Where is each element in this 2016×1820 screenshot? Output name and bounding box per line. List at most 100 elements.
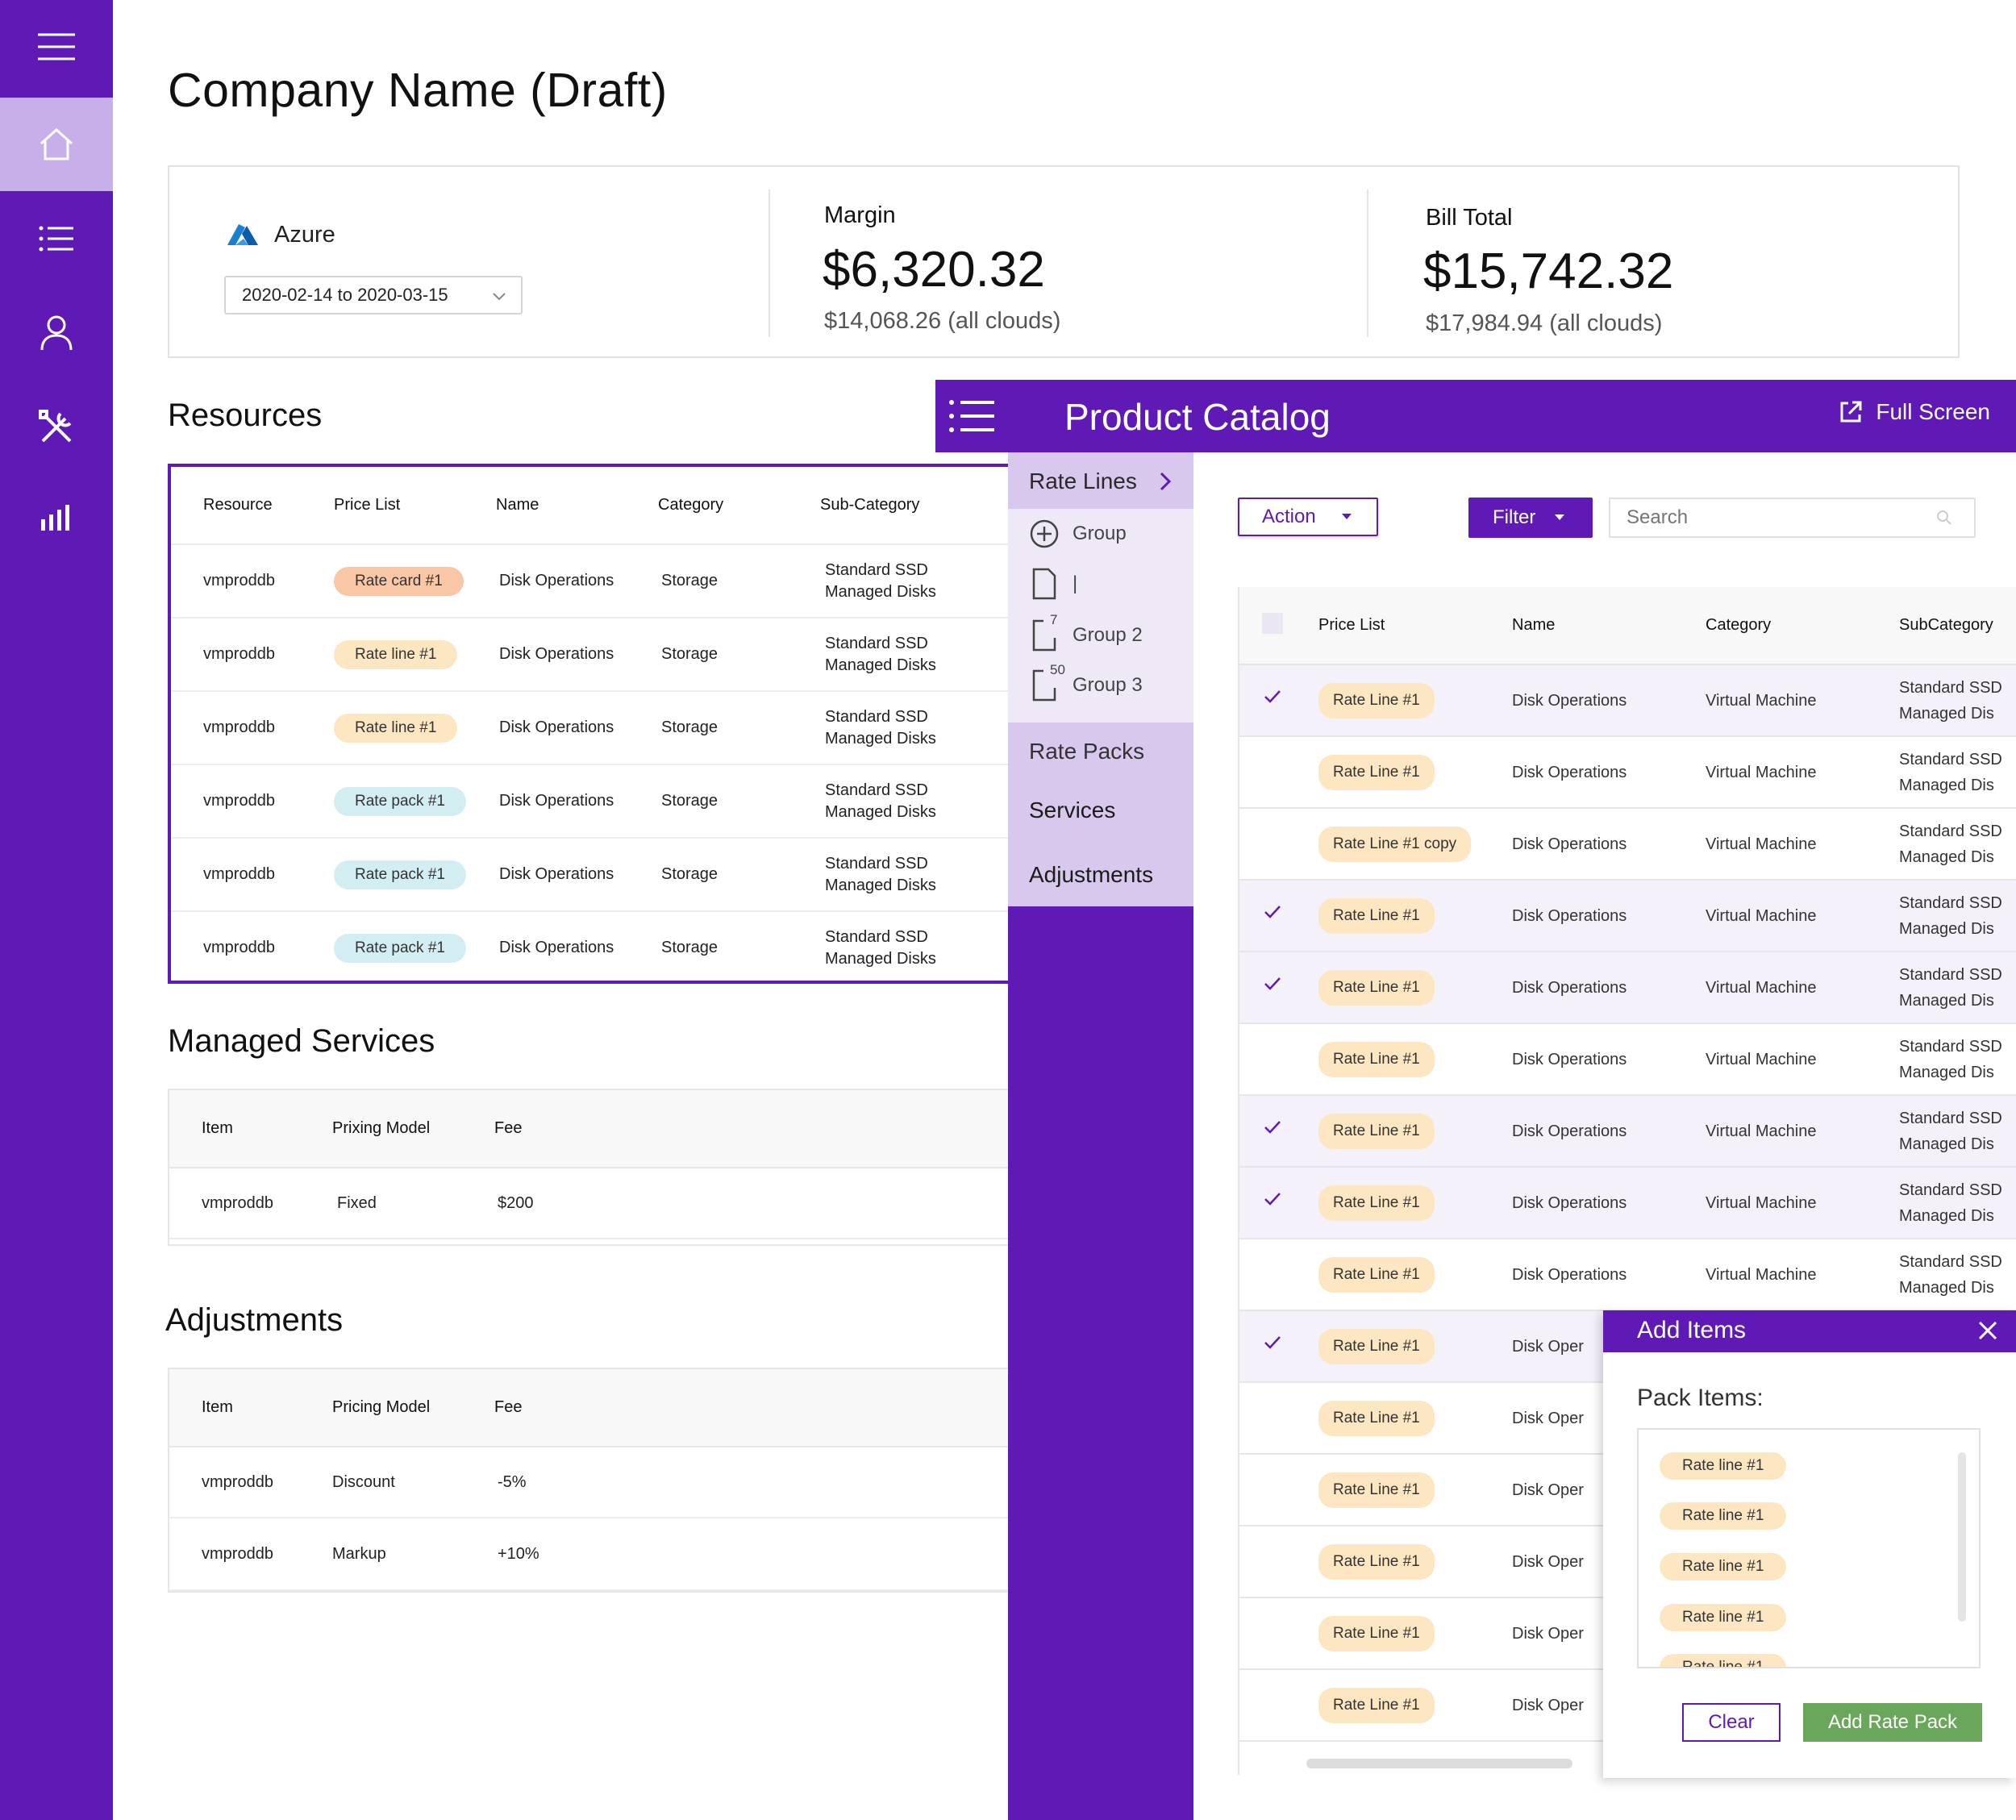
row-checkbox[interactable] xyxy=(1262,1260,1283,1281)
checkmark-icon[interactable] xyxy=(1262,973,1283,994)
group-item[interactable]: Group xyxy=(1029,519,1127,549)
group-item[interactable]: | xyxy=(1029,567,1077,601)
nav-rate-packs[interactable]: Rate Packs xyxy=(1029,739,1145,764)
rail-analytics-button[interactable] xyxy=(0,470,113,564)
close-icon[interactable] xyxy=(1977,1320,1998,1341)
subcategory-line: Managed Dis xyxy=(1899,1278,1994,1297)
price-list-pill[interactable]: Rate Line #1 xyxy=(1318,754,1435,790)
column-header[interactable]: Category xyxy=(658,467,820,545)
checkmark-icon[interactable] xyxy=(1262,902,1283,922)
column-header[interactable]: Sub-Category xyxy=(820,467,1008,545)
rail-list-button[interactable] xyxy=(0,192,113,285)
checkmark-icon[interactable] xyxy=(1262,686,1283,707)
filter-dropdown[interactable]: Filter xyxy=(1468,498,1593,538)
price-list-cell: Rate Line #1 xyxy=(1318,736,1512,809)
row-checkbox[interactable] xyxy=(1262,1547,1283,1568)
table-row[interactable]: vmproddb Rate pack #1 Disk Operations Stora… xyxy=(171,764,1008,839)
row-checkbox[interactable] xyxy=(1262,1045,1283,1066)
column-header[interactable]: Category xyxy=(1706,587,1899,665)
column-header[interactable]: Name xyxy=(496,467,658,545)
price-list-pill[interactable]: Rate Line #1 copy xyxy=(1318,826,1472,862)
rail-tools-button[interactable] xyxy=(0,381,113,474)
group-item[interactable]: 7 Group 2 xyxy=(1029,612,1143,652)
price-list-pill[interactable]: Rate pack #1 xyxy=(334,860,466,889)
table-row[interactable]: Rate Line #1 Disk Operations Virtual Machi… xyxy=(1239,952,2016,1024)
category-cell: Storage xyxy=(658,544,820,618)
checkmark-icon[interactable] xyxy=(1262,1189,1283,1210)
table-row[interactable]: vmproddb Fixed $200 xyxy=(169,1168,1008,1239)
column-header[interactable]: Resource xyxy=(171,467,334,545)
table-row[interactable]: vmproddb Rate line #1 Disk Operations Stora… xyxy=(171,691,1008,765)
table-row[interactable]: vmproddb Rate card #1 Disk Operations Stora… xyxy=(171,544,1008,618)
table-row[interactable]: Rate Line #1 Disk Operations Virtual Machi… xyxy=(1239,880,2016,952)
price-list-pill[interactable]: Rate Line #1 xyxy=(1318,1113,1435,1149)
rail-home-button[interactable] xyxy=(0,98,113,191)
row-checkbox[interactable] xyxy=(1262,1404,1283,1425)
table-row[interactable]: Rate Line #1 Disk Operations Virtual Machi… xyxy=(1239,1095,2016,1168)
table-row[interactable]: Rate Line #1 Disk Operations Virtual Machi… xyxy=(1239,1239,2016,1311)
nav-rate-lines[interactable]: Rate Lines xyxy=(1008,452,1193,509)
price-list-pill[interactable]: Rate Line #1 xyxy=(1318,1543,1435,1580)
clear-button[interactable]: Clear xyxy=(1682,1703,1781,1742)
subcategory-line: Managed Disks xyxy=(825,582,936,601)
catalog-menu-button[interactable] xyxy=(935,380,1008,452)
checkmark-icon[interactable] xyxy=(1262,1117,1283,1138)
row-checkbox[interactable] xyxy=(1262,1619,1283,1640)
table-row[interactable]: vmproddb Markup +10% xyxy=(169,1518,1008,1591)
price-list-pill[interactable]: Rate Line #1 xyxy=(1318,1615,1435,1651)
table-row[interactable]: Rate Line #1 Disk Operations Virtual Machi… xyxy=(1239,736,2016,809)
horizontal-scrollbar[interactable] xyxy=(1306,1759,1572,1768)
name-cell: Disk Operations xyxy=(1512,1167,1706,1239)
table-row[interactable]: Rate Line #1 Disk Operations Virtual Machi… xyxy=(1239,664,2016,737)
price-list-pill[interactable]: Rate line #1 xyxy=(334,639,458,669)
summary-panel: Azure 2020-02-14 to 2020-03-15 Margin $6… xyxy=(168,165,1960,358)
price-list-pill[interactable]: Rate Line #1 xyxy=(1318,1185,1435,1221)
action-dropdown[interactable]: Action xyxy=(1238,498,1378,536)
row-checkbox[interactable] xyxy=(1262,758,1283,779)
search-input[interactable] xyxy=(1609,498,1976,538)
price-list-pill[interactable]: Rate Line #1 xyxy=(1318,898,1435,934)
table-row[interactable]: Rate Line #1 copy Disk Operations Virtual … xyxy=(1239,808,2016,881)
rail-user-button[interactable] xyxy=(0,286,113,380)
price-list-pill[interactable]: Rate Line #1 xyxy=(1318,1687,1435,1723)
price-list-pill[interactable]: Rate Line #1 xyxy=(1318,1472,1435,1508)
price-list-pill[interactable]: Rate Line #1 xyxy=(1318,1400,1435,1436)
price-list-pill[interactable]: Rate Line #1 xyxy=(1318,1328,1435,1364)
price-list-pill[interactable]: Rate Line #1 xyxy=(1318,969,1435,1006)
table-row[interactable]: vmproddb Rate pack #1 Disk Operations Stora… xyxy=(171,838,1008,912)
row-checkbox[interactable] xyxy=(1262,1476,1283,1497)
pack-item-pill[interactable]: Rate line #1 xyxy=(1660,1502,1787,1530)
row-checkbox[interactable] xyxy=(1262,830,1283,851)
pack-list-scrollbar[interactable] xyxy=(1958,1452,1966,1622)
price-list-pill[interactable]: Rate line #1 xyxy=(334,713,458,743)
pack-item-pill[interactable]: Rate line #1 xyxy=(1660,1654,1787,1667)
date-range-select[interactable]: 2020-02-14 to 2020-03-15 xyxy=(224,276,523,314)
row-checkbox[interactable] xyxy=(1262,1691,1283,1712)
menu-button[interactable] xyxy=(0,0,113,94)
price-list-pill[interactable]: Rate pack #1 xyxy=(334,933,466,963)
column-header[interactable]: Name xyxy=(1512,587,1706,665)
price-list-pill[interactable]: Rate Line #1 xyxy=(1318,1041,1435,1077)
table-row[interactable]: Rate Line #1 Disk Operations Virtual Machi… xyxy=(1239,1023,2016,1096)
nav-adjustments[interactable]: Adjustments xyxy=(1029,862,1154,887)
full-screen-button[interactable]: Full Screen xyxy=(1839,399,1990,425)
price-list-pill[interactable]: Rate card #1 xyxy=(334,566,464,596)
table-row[interactable]: vmproddb Discount -5% xyxy=(169,1447,1008,1518)
pack-item-pill[interactable]: Rate line #1 xyxy=(1660,1452,1787,1480)
column-header[interactable]: Price List xyxy=(1318,587,1512,665)
column-header[interactable]: Price List xyxy=(334,467,496,545)
price-list-pill[interactable]: Rate Line #1 xyxy=(1318,682,1435,718)
table-row[interactable]: vmproddb Rate pack #1 Disk Operations Stora… xyxy=(171,911,1008,981)
pack-item-pill[interactable]: Rate line #1 xyxy=(1660,1553,1787,1581)
column-header[interactable]: SubCategory xyxy=(1899,587,2016,665)
table-row[interactable]: vmproddb Rate line #1 Disk Operations Stora… xyxy=(171,618,1008,692)
price-list-pill[interactable]: Rate pack #1 xyxy=(334,786,466,816)
checkmark-icon[interactable] xyxy=(1262,1332,1283,1353)
price-list-pill[interactable]: Rate Line #1 xyxy=(1318,1256,1435,1293)
select-all-checkbox[interactable] xyxy=(1262,612,1283,634)
table-row[interactable]: Rate Line #1 Disk Operations Virtual Machi… xyxy=(1239,1167,2016,1239)
nav-services[interactable]: Services xyxy=(1029,798,1116,823)
pack-item-pill[interactable]: Rate line #1 xyxy=(1660,1604,1787,1631)
add-rate-pack-button[interactable]: Add Rate Pack xyxy=(1803,1703,1982,1742)
group-item[interactable]: 50 Group 3 xyxy=(1029,662,1143,702)
